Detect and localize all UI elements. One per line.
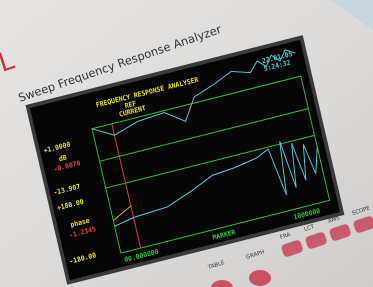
photo: L Sweep Frequency Response Analyzer FREQ… <box>0 0 373 287</box>
button[interactable] <box>249 270 271 286</box>
